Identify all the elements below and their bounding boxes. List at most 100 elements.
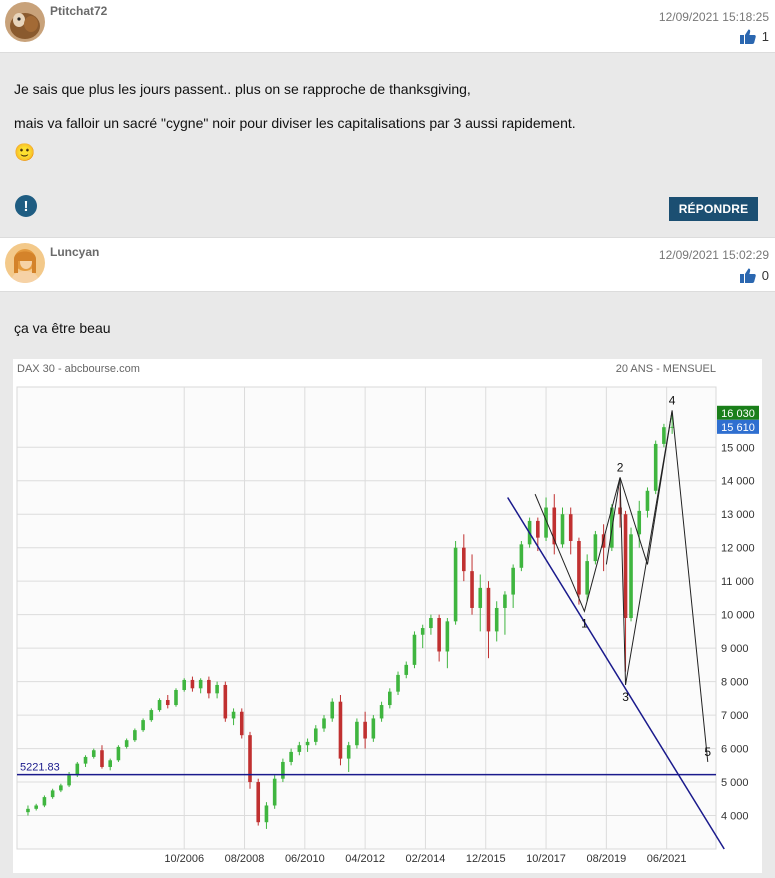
plot-area bbox=[16, 386, 717, 850]
y-tick-label: 8 000 bbox=[721, 677, 749, 689]
post-header: Ptitchat72 12/09/2021 15:18:25 1 bbox=[0, 0, 775, 53]
wave-label: 4 bbox=[669, 393, 676, 407]
candle-body bbox=[637, 510, 642, 535]
candle-body bbox=[198, 679, 203, 689]
candle-body bbox=[338, 701, 343, 759]
wave-path bbox=[534, 410, 709, 763]
y-tick-label: 11 000 bbox=[721, 576, 754, 588]
x-tick-label: 10/2006 bbox=[164, 853, 204, 865]
candle-body bbox=[42, 797, 47, 806]
post-date: 12/09/2021 15:02:29 bbox=[658, 248, 769, 262]
avatar-image bbox=[5, 243, 45, 283]
candle-body bbox=[223, 684, 228, 719]
post-header: Luncyan 12/09/2021 15:02:29 0 bbox=[0, 237, 775, 292]
candle-body bbox=[313, 728, 318, 742]
post-text-line: mais va falloir un sacré "cygne" noir po… bbox=[14, 115, 576, 131]
candle-body bbox=[544, 507, 548, 538]
y-tick-label: 6 000 bbox=[721, 744, 749, 756]
candle-body bbox=[174, 689, 178, 706]
candle-body bbox=[182, 679, 187, 690]
candle-body bbox=[346, 745, 351, 759]
candle-body bbox=[568, 514, 573, 541]
candle-body bbox=[50, 790, 55, 798]
x-tick-label: 02/2014 bbox=[406, 853, 446, 865]
candle-body bbox=[618, 507, 622, 515]
thumbs-up-icon[interactable] bbox=[739, 268, 756, 283]
trend-line bbox=[507, 497, 725, 850]
candle-body bbox=[272, 778, 277, 806]
y-tick-label: 7 000 bbox=[721, 710, 749, 722]
candle-body bbox=[662, 427, 666, 444]
candlestick-chart: 4 000 5 000 6 000 7 000 8 000 9 000 10 000 11 0… bbox=[16, 363, 759, 865]
candle-body bbox=[330, 701, 335, 719]
candle-body bbox=[585, 561, 589, 595]
chart-period: 20 ANS - MENSUEL bbox=[616, 363, 716, 375]
candle-body bbox=[511, 567, 515, 595]
candle-body bbox=[429, 618, 433, 629]
x-tick-label: 12/2015 bbox=[466, 853, 506, 865]
dax-chart[interactable]: 4 000 5 000 6 000 7 000 8 000 9 000 10 000 11 0… bbox=[13, 359, 762, 873]
like-count: 0 bbox=[761, 268, 769, 283]
x-tick-label: 06/2021 bbox=[647, 853, 687, 865]
y-tick-label: 10 000 bbox=[721, 610, 755, 622]
candle-body bbox=[83, 756, 88, 764]
candle-body bbox=[149, 710, 154, 721]
candle-body bbox=[215, 684, 219, 694]
user-avatar[interactable] bbox=[5, 243, 45, 283]
smiley-emoji: 🙂 bbox=[14, 143, 36, 162]
candle-body bbox=[59, 785, 63, 791]
candle-body bbox=[577, 541, 581, 595]
x-tick-label: 04/2012 bbox=[345, 853, 385, 865]
y-tick-label: 13 000 bbox=[721, 509, 755, 521]
candle-body bbox=[239, 711, 244, 736]
candle-body bbox=[462, 547, 466, 572]
candle-body bbox=[355, 721, 359, 746]
candle-body bbox=[560, 514, 565, 545]
user-avatar[interactable] bbox=[5, 2, 45, 42]
username[interactable]: Luncyan bbox=[50, 245, 100, 259]
candle-body bbox=[404, 664, 409, 675]
like-counter: 1 bbox=[739, 29, 769, 44]
y-tick-label: 14 000 bbox=[721, 476, 755, 488]
candle-body bbox=[133, 730, 137, 741]
candle-body bbox=[34, 805, 38, 809]
wave-path bbox=[605, 410, 673, 565]
candle-body bbox=[91, 750, 96, 757]
candle-body bbox=[141, 720, 145, 731]
candle-body bbox=[536, 520, 540, 538]
candle-body bbox=[623, 514, 628, 618]
y-tick-label: 15 000 bbox=[721, 442, 755, 454]
x-tick-label: 06/2010 bbox=[285, 853, 325, 865]
candle-body bbox=[670, 426, 674, 428]
wave-label: 5 bbox=[704, 745, 711, 759]
candle-body bbox=[297, 745, 302, 752]
post-text-line: Je sais que plus les jours passent.. plu… bbox=[14, 81, 471, 97]
candle-body bbox=[552, 507, 557, 545]
candle-body bbox=[363, 721, 367, 739]
candle-body bbox=[289, 751, 293, 762]
candle-body bbox=[470, 571, 474, 608]
reply-button[interactable]: RÉPONDRE bbox=[669, 197, 758, 221]
post-content: Je sais que plus les jours passent.. plu… bbox=[14, 81, 576, 163]
candle-body bbox=[26, 808, 30, 813]
like-counter: 0 bbox=[739, 268, 769, 283]
price-tag bbox=[717, 405, 759, 420]
candle-body bbox=[157, 700, 162, 711]
wave-label: 3 bbox=[622, 690, 629, 704]
candle-body bbox=[379, 705, 384, 719]
candle-body bbox=[388, 691, 392, 706]
post-date: 12/09/2021 15:18:25 bbox=[658, 10, 769, 24]
candle-body bbox=[593, 534, 598, 562]
report-icon[interactable]: ! bbox=[15, 195, 37, 217]
price-tag-label: 15 610 bbox=[721, 422, 755, 434]
candle-body bbox=[67, 775, 71, 786]
candle-body bbox=[396, 674, 400, 692]
thumbs-up-icon[interactable] bbox=[739, 29, 756, 44]
candle-body bbox=[231, 711, 236, 719]
candle-body bbox=[264, 805, 269, 823]
candle-body bbox=[437, 618, 441, 652]
candle-body bbox=[519, 544, 524, 568]
candle-body bbox=[645, 490, 650, 511]
candle-body bbox=[116, 746, 121, 761]
username[interactable]: Ptitchat72 bbox=[50, 4, 108, 18]
